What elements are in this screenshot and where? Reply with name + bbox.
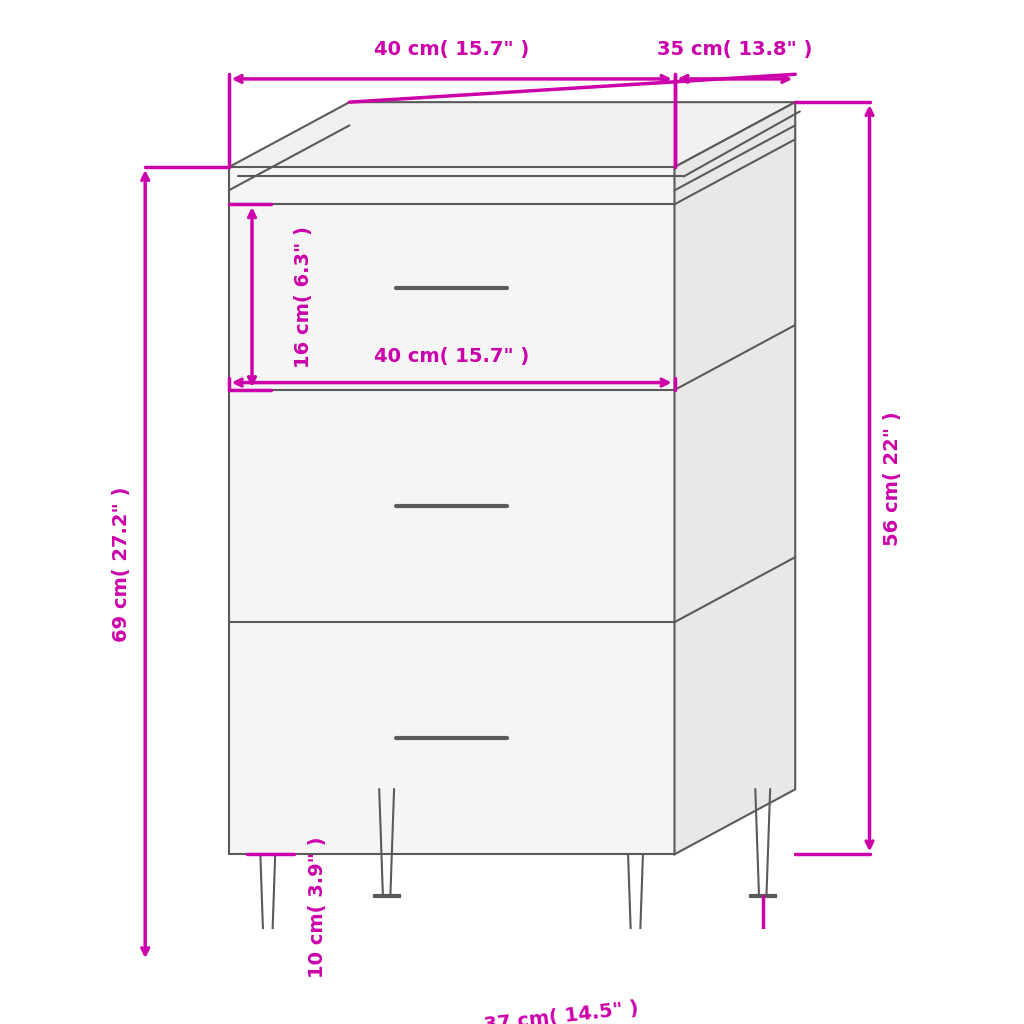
Text: 56 cm( 22" ): 56 cm( 22" ) [884,411,902,546]
Text: 40 cm( 15.7" ): 40 cm( 15.7" ) [374,347,529,366]
Text: 40 cm( 15.7" ): 40 cm( 15.7" ) [374,40,529,58]
Polygon shape [675,102,796,854]
Polygon shape [228,102,796,167]
Text: 16 cm( 6.3" ): 16 cm( 6.3" ) [294,226,312,368]
Text: 35 cm( 13.8" ): 35 cm( 13.8" ) [657,40,813,58]
Text: 10 cm( 3.9" ): 10 cm( 3.9" ) [307,837,327,979]
Polygon shape [228,167,675,854]
Text: 69 cm( 27.2" ): 69 cm( 27.2" ) [113,486,131,642]
Text: 37 cm( 14.5" ): 37 cm( 14.5" ) [483,998,640,1024]
